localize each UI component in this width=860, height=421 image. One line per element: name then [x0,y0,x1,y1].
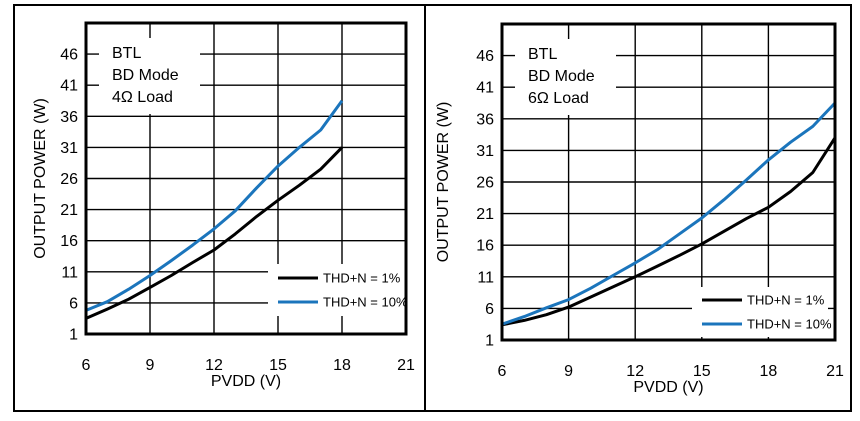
curve-thd-n-1pct [501,136,837,327]
y-tick-label: 11 [477,269,494,286]
plot-frame [84,21,408,336]
legend: THD+N = 1% THD+N = 10% [692,287,832,337]
x-axis-title: PVDD (V) [211,373,281,390]
x-tick-label: 12 [205,357,223,374]
y-axis-title: OUTPUT POWER (W) [435,102,452,263]
y-tick-label: 6 [485,301,494,318]
y-tick-label: 36 [476,111,494,128]
y-tick-label: 1 [69,327,78,344]
x-tick-label: 12 [626,363,644,380]
curve-thd-n-10pct [85,99,344,312]
legend-label: THD+N = 1% [747,293,825,308]
annotation-line: BTL [528,46,557,63]
x-tick-label: 18 [760,363,778,380]
y-tick-label: 16 [60,233,78,250]
panel-6ohm-chart: BTL BD Mode 6Ω Load THD+N = 1% THD+N = 10% 1 6… [426,6,850,410]
legend-label: THD+N = 10% [323,295,408,310]
x-tick-label: 21 [397,357,415,374]
panel-4ohm-chart: BTL BD Mode 4Ω Load THD+N = 1% THD+N = 10% 1 6… [15,6,426,410]
y-tick-label: 26 [476,175,494,192]
annotation-background [99,38,200,114]
annotation-background [515,39,616,115]
y-axis-title: OUTPUT POWER (W) [32,98,49,259]
x-tick-label: 6 [82,357,91,374]
y-tick-label: 41 [60,78,78,95]
y-tick-label: 41 [476,80,494,97]
x-tick-label: 21 [826,363,844,380]
legend-background [692,287,828,337]
y-tick-label: 46 [476,48,494,65]
curve-thd-n-10pct [501,101,837,326]
y-tick-label: 31 [60,140,78,157]
legend-label: THD+N = 10% [747,317,832,332]
y-tick-label: 1 [485,333,494,350]
y-tick-label: 6 [69,295,78,312]
annotation-line: BD Mode [112,67,179,84]
x-tick-label: 9 [564,363,573,380]
x-tick-label: 9 [146,357,155,374]
legend-background [268,264,408,316]
chart-annotation: BTL BD Mode 6Ω Load [515,39,616,115]
x-tick-label: 18 [333,357,351,374]
curve-thd-n-1pct [85,146,344,320]
legend: THD+N = 1% THD+N = 10% [268,264,408,316]
annotation-line: BD Mode [528,68,595,85]
y-tick-label: 31 [476,143,494,160]
annotation-line: BTL [112,45,141,62]
y-tick-label: 16 [476,238,494,255]
x-tick-label: 15 [269,357,287,374]
figure-frame: BTL BD Mode 4Ω Load THD+N = 1% THD+N = 10% 1 6… [13,4,852,412]
x-axis-title: PVDD (V) [633,379,703,396]
x-tick-label: 15 [693,363,711,380]
legend-label: THD+N = 1% [323,271,401,286]
plot-frame [500,22,837,342]
chart-annotation: BTL BD Mode 4Ω Load [99,38,200,114]
y-tick-label: 26 [60,171,78,188]
y-tick-label: 46 [60,47,78,64]
annotation-line: 6Ω Load [528,90,589,107]
x-tick-label: 6 [498,363,507,380]
y-tick-label: 21 [476,206,494,223]
y-tick-label: 21 [60,202,78,219]
y-tick-label: 11 [61,264,78,281]
y-tick-label: 36 [60,109,78,126]
annotation-line: 4Ω Load [112,89,173,106]
